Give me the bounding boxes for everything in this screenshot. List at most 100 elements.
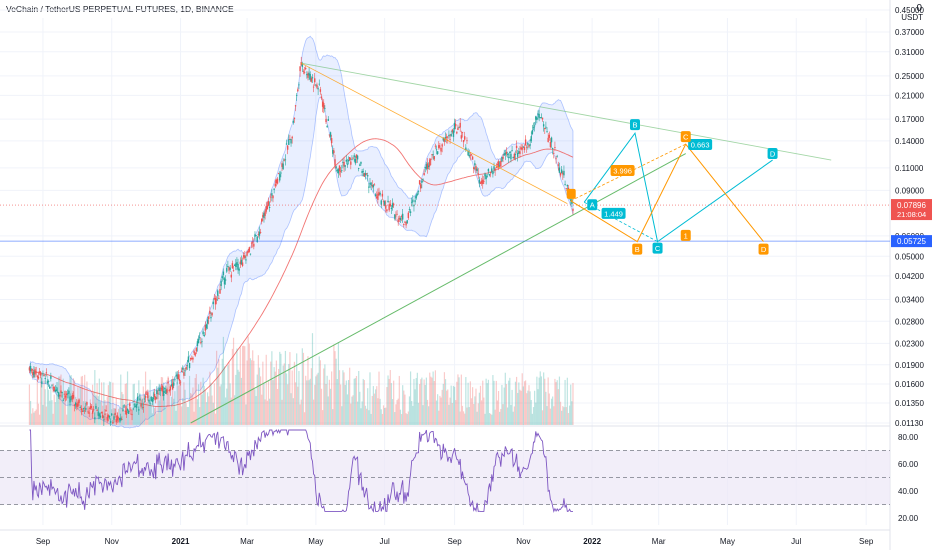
- price-tick-label: 0.01350: [895, 399, 924, 408]
- volume-bar: [137, 399, 139, 425]
- candle-body: [169, 386, 172, 391]
- candle-body: [164, 387, 166, 389]
- volume-bar: [298, 371, 300, 425]
- candle-body: [500, 161, 502, 167]
- candle-body: [341, 170, 343, 171]
- volume-bar: [517, 392, 519, 425]
- volume-bar: [509, 377, 511, 425]
- candle-body: [203, 334, 205, 337]
- candle-body: [165, 389, 167, 394]
- harmonic-label-box: [758, 243, 769, 255]
- volume-bar: [68, 398, 70, 425]
- candle-body: [484, 173, 486, 177]
- candle-body: [487, 169, 490, 172]
- volume-bar: [466, 407, 468, 425]
- time-tick-label: Nov: [105, 537, 119, 546]
- volume-bar: [429, 372, 431, 425]
- volume-bar: [496, 400, 499, 425]
- candle-body: [422, 178, 424, 180]
- volume-bar: [211, 395, 213, 425]
- candle-body: [407, 212, 410, 219]
- candle-body: [382, 201, 385, 203]
- candle-body: [279, 174, 281, 181]
- price-tick-label: 0.01600: [895, 380, 924, 389]
- volume-bar: [257, 355, 259, 425]
- candle-body: [293, 117, 296, 120]
- volume-bar: [322, 410, 324, 425]
- candle-body: [305, 67, 307, 70]
- volume-bar: [310, 368, 312, 425]
- candle-body: [257, 234, 260, 235]
- volume-bar: [404, 394, 406, 425]
- candle-body: [272, 195, 274, 199]
- volume-bar: [151, 413, 153, 425]
- volume-bar: [195, 374, 197, 425]
- candle-body: [200, 342, 202, 344]
- candle-body: [493, 166, 495, 170]
- volume-bar: [32, 408, 34, 425]
- candle-body: [55, 389, 58, 392]
- candle-body: [122, 409, 124, 412]
- candle-body: [285, 143, 288, 145]
- volume-bar: [521, 373, 523, 425]
- volume-bar: [80, 376, 82, 425]
- volume-bar: [539, 371, 541, 425]
- volume-bar: [318, 356, 320, 425]
- trendline-orange: [301, 62, 568, 204]
- volume-bar: [281, 399, 283, 425]
- volume-bar: [393, 380, 395, 425]
- volume-bar: [323, 368, 325, 425]
- volume-bar: [437, 394, 439, 425]
- candle-body: [549, 141, 552, 148]
- volume-bar: [363, 380, 365, 425]
- volume-bar: [431, 377, 433, 425]
- volume-bar: [100, 382, 103, 425]
- candle-body: [433, 156, 435, 160]
- candle-body: [324, 108, 326, 109]
- candle-body: [350, 161, 352, 165]
- candle-body: [275, 179, 278, 184]
- volume-bar: [399, 409, 402, 425]
- volume-bar: [370, 413, 372, 425]
- volume-bar: [476, 411, 478, 425]
- candle-body: [360, 161, 362, 164]
- candle-body: [120, 417, 122, 421]
- candle-body: [480, 180, 483, 184]
- candle-body: [271, 193, 273, 196]
- candle-body: [400, 216, 403, 218]
- candle-body: [34, 369, 36, 375]
- candle-body: [524, 139, 527, 146]
- candle-body: [212, 301, 214, 304]
- volume-bar: [203, 385, 205, 425]
- candle-body: [527, 143, 529, 145]
- volume-bar: [526, 393, 528, 425]
- volume-bar: [123, 412, 125, 425]
- candle-body: [566, 184, 569, 187]
- volume-bar: [460, 374, 462, 425]
- volume-bar: [264, 399, 266, 425]
- rsi-tick-label: 60.00: [898, 460, 919, 469]
- candle-body: [468, 154, 470, 157]
- volume-bar: [51, 400, 53, 425]
- volume-bar: [514, 381, 517, 425]
- volume-bar: [81, 375, 84, 425]
- volume-bar: [181, 406, 183, 425]
- candle-body: [235, 263, 237, 267]
- candle-body: [441, 144, 443, 147]
- volume-bar: [487, 379, 489, 425]
- candle-body: [551, 147, 554, 149]
- volume-bar: [288, 363, 290, 425]
- volume-bar: [386, 387, 388, 425]
- volume-bar: [272, 380, 274, 425]
- candle-body: [141, 403, 143, 405]
- candle-body: [245, 259, 247, 261]
- candle-body: [520, 147, 522, 150]
- volume-bar: [314, 384, 316, 425]
- candle-body: [544, 127, 546, 130]
- volume-bar: [528, 385, 530, 425]
- candle-body: [167, 381, 169, 383]
- volume-bar: [197, 384, 200, 425]
- candle-body: [438, 145, 440, 148]
- candle-body: [111, 413, 113, 416]
